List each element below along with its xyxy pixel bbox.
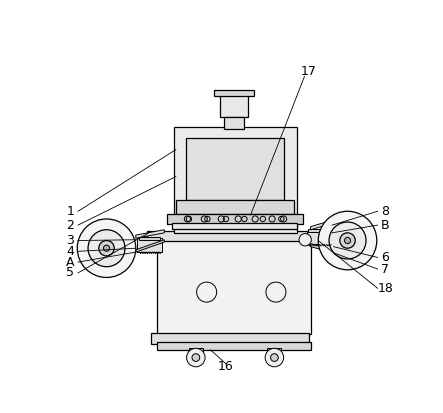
Circle shape <box>187 348 205 367</box>
Bar <box>176 200 294 214</box>
Bar <box>308 229 330 232</box>
Text: 17: 17 <box>301 64 317 78</box>
Bar <box>221 94 248 117</box>
Circle shape <box>88 230 125 267</box>
Text: B: B <box>381 218 389 232</box>
Polygon shape <box>311 221 331 230</box>
Text: 7: 7 <box>381 263 389 275</box>
Text: 8: 8 <box>381 205 389 218</box>
Circle shape <box>77 219 136 278</box>
Text: A: A <box>66 256 74 268</box>
Text: 16: 16 <box>218 360 234 373</box>
Bar <box>137 238 162 252</box>
Circle shape <box>192 354 200 361</box>
Bar <box>156 342 311 350</box>
Circle shape <box>345 237 350 244</box>
Bar <box>167 214 303 223</box>
Bar <box>139 237 160 240</box>
Circle shape <box>299 234 311 246</box>
Text: 18: 18 <box>377 282 393 295</box>
Bar <box>174 126 297 233</box>
Bar <box>172 223 298 229</box>
Text: 3: 3 <box>66 234 74 247</box>
Circle shape <box>340 233 355 248</box>
Text: 2: 2 <box>66 218 74 232</box>
Circle shape <box>329 222 366 259</box>
Bar <box>189 348 203 354</box>
Bar <box>307 230 332 244</box>
Text: 6: 6 <box>381 251 389 264</box>
Text: 5: 5 <box>66 266 74 279</box>
Polygon shape <box>311 244 331 252</box>
Bar <box>156 238 311 335</box>
Circle shape <box>99 240 114 256</box>
Circle shape <box>318 211 377 270</box>
Circle shape <box>271 354 278 361</box>
Text: 4: 4 <box>66 245 74 258</box>
Circle shape <box>104 245 109 251</box>
Bar <box>151 333 309 344</box>
Bar <box>148 230 323 240</box>
Circle shape <box>265 348 284 367</box>
Bar <box>186 138 284 200</box>
Polygon shape <box>136 240 164 252</box>
Bar <box>214 90 254 96</box>
Polygon shape <box>136 230 164 238</box>
Bar <box>268 348 281 354</box>
Bar <box>224 116 245 129</box>
Text: 1: 1 <box>66 205 74 218</box>
